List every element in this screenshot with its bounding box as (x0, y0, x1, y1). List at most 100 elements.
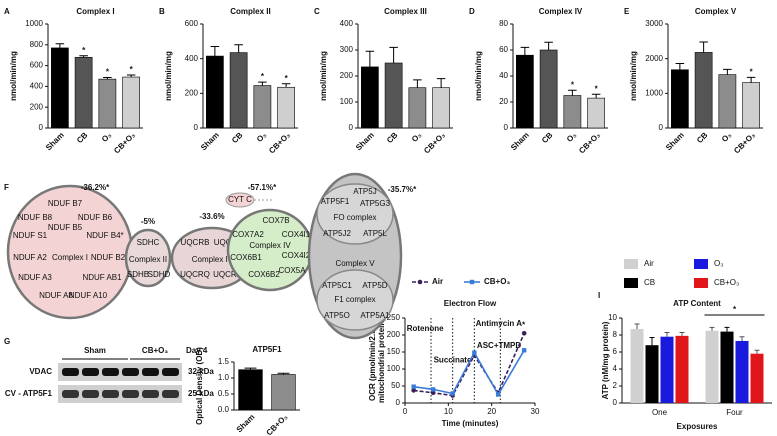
error-bar (244, 367, 257, 370)
y-tick-label: 200 (30, 102, 44, 111)
y-tick-label: 3000 (645, 19, 663, 28)
panel-letter: D (469, 7, 475, 16)
point (450, 391, 455, 396)
bar (718, 74, 737, 129)
error-bar (754, 349, 760, 354)
significance: * (750, 67, 754, 76)
subunit-label: ATP5D (362, 281, 387, 290)
legend-marker (417, 279, 423, 285)
y-axis-label: nmol/min/mg (9, 51, 18, 101)
percent-change: -57.1%* (248, 183, 277, 192)
subunit-label: NDUF B4* (86, 231, 123, 240)
y-tick-label: 10 (608, 313, 617, 322)
y-tick-label: 0 (659, 123, 664, 132)
subunit-label: ATP5L (363, 229, 387, 238)
error-bar (413, 79, 422, 88)
x-tick-label: Four (726, 408, 743, 417)
bar (229, 52, 248, 129)
subunit-label: NDUF A8 (39, 291, 73, 300)
point (411, 384, 416, 389)
percent-change: -35.7%* (388, 185, 417, 194)
legend-swatch (624, 259, 638, 269)
complex-node (124, 228, 172, 288)
x-axis-label: Time (minutes) (442, 419, 499, 428)
chart-title: Complex III (384, 7, 427, 16)
y-tick-label: 600 (30, 61, 44, 70)
y-axis-label: Optical Density (OD) (195, 347, 204, 425)
subcomplex-name: FO complex (333, 213, 376, 222)
complex-name: Complex V (335, 259, 375, 268)
y-tick-label: 20 (499, 97, 508, 106)
y-axis-label: nmol/min/mg (474, 51, 483, 101)
error-bar (544, 41, 553, 50)
y-tick-label: 1.5 (218, 357, 230, 366)
subunit-label: NDUF AB1 (82, 273, 122, 282)
y-tick-label: 0.0 (218, 405, 230, 414)
y-axis-label: nmol/min/mg (164, 51, 173, 101)
subunit-label: COX4I1 (282, 230, 311, 239)
y-tick-label: 400 (340, 19, 354, 28)
chart-title: Electron Flow (444, 299, 497, 308)
significance: * (82, 46, 86, 55)
error-bar (568, 89, 577, 96)
series-line (413, 349, 525, 397)
y-tick-label: 0.5 (218, 389, 230, 398)
error-bar (520, 46, 530, 56)
chart-title: ATP5F1 (252, 345, 282, 354)
y-tick-label: 800 (30, 40, 44, 49)
panel-letter: G (4, 337, 10, 346)
y-tick-label: 1000 (645, 88, 663, 97)
point (521, 331, 527, 336)
error-bar (739, 336, 745, 341)
error-bar (634, 323, 640, 330)
point (472, 350, 477, 355)
error-bar (675, 63, 685, 70)
subunit-label: NDUF B8 (18, 213, 53, 222)
y-tick-label: 300 (340, 45, 354, 54)
subunit-label: SDHB (127, 270, 149, 279)
subunit-label: NDUF S1 (13, 231, 48, 240)
subunit-label: NDUF A3 (18, 273, 52, 282)
error-bar (79, 55, 88, 58)
y-tick-label: 1.0 (218, 373, 230, 382)
error-bar (234, 44, 243, 53)
significance: * (733, 305, 737, 314)
bar (74, 56, 93, 129)
bar (705, 330, 719, 403)
blot-strip (58, 385, 182, 403)
y-tick-label: 0 (39, 123, 44, 132)
bar (742, 82, 760, 129)
y-tick-label: 100 (387, 364, 401, 373)
point (411, 388, 416, 393)
significance: * (106, 68, 110, 77)
y-tick-label: 4 (613, 364, 618, 373)
error-bar (210, 46, 220, 57)
protein-label: VDAC (29, 367, 52, 376)
subunit-label: ATP5J2 (323, 229, 351, 238)
error-bar (649, 337, 655, 346)
bar (750, 353, 764, 403)
legend-swatch (624, 278, 638, 288)
annotation: ASC+TMPD (477, 341, 521, 350)
y-axis-label: nmol/min/mg (629, 51, 638, 101)
panel-letter: I (598, 291, 600, 300)
bar (361, 66, 379, 129)
significance: * (130, 65, 134, 74)
panel-letter: E (624, 7, 630, 16)
blot-strip (58, 363, 182, 381)
subunit-label: ATP5C1 (322, 281, 352, 290)
subunit-label: COX7A2 (232, 230, 264, 239)
legend-swatch (694, 278, 708, 288)
bar (675, 335, 689, 403)
subcomplex-node (316, 183, 394, 245)
bar (384, 62, 403, 129)
series-line (413, 332, 525, 397)
y-tick-label: 200 (387, 330, 401, 339)
subunit-label: ATP5O (324, 311, 350, 320)
subunit-label: ATP5G3 (360, 199, 391, 208)
bar (271, 374, 296, 411)
blot-band (62, 390, 79, 398)
bar (516, 54, 534, 129)
subunit-label: SDHC (137, 238, 160, 247)
y-tick-label: 1000 (25, 19, 43, 28)
